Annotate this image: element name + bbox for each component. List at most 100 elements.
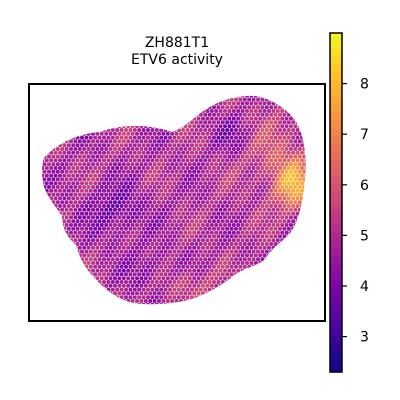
tissue-spot bbox=[82, 162, 87, 167]
tissue-spot bbox=[240, 230, 245, 235]
colorbar-tick-label: 3 bbox=[360, 330, 369, 346]
tissue-spot bbox=[209, 261, 214, 265]
tissue-spot bbox=[242, 242, 247, 246]
tissue-spot bbox=[51, 283, 56, 288]
tissue-spot bbox=[264, 302, 269, 305]
tissue-spot bbox=[91, 185, 95, 189]
tissue-spot bbox=[148, 299, 153, 303]
tissue-spot bbox=[192, 283, 197, 288]
tissue-spot bbox=[212, 128, 216, 132]
tissue-spot bbox=[150, 204, 155, 208]
tissue-spot bbox=[267, 283, 271, 288]
tissue-spot bbox=[113, 124, 117, 129]
tissue-spot bbox=[307, 185, 311, 189]
tissue-spot bbox=[275, 283, 280, 288]
tissue-spot bbox=[201, 230, 205, 235]
tissue-spot bbox=[256, 135, 260, 140]
tissue-spot bbox=[95, 147, 100, 151]
tissue-spot bbox=[97, 272, 102, 277]
tissue-spot bbox=[256, 188, 260, 193]
tissue-spot bbox=[174, 276, 179, 281]
tissue-spot bbox=[220, 181, 225, 186]
tissue-spot bbox=[58, 196, 62, 201]
tissue-spot bbox=[192, 95, 197, 98]
tissue-spot bbox=[262, 162, 267, 167]
tissue-spot bbox=[187, 230, 192, 235]
tissue-spot bbox=[95, 116, 100, 121]
tissue-spot bbox=[242, 128, 247, 132]
tissue-spot bbox=[247, 112, 252, 117]
tissue-spot bbox=[267, 299, 271, 303]
tissue-spot bbox=[66, 173, 71, 178]
tissue-spot bbox=[42, 109, 47, 113]
tissue-spot bbox=[128, 280, 133, 284]
colorbar-tick-label: 8 bbox=[360, 77, 369, 93]
tissue-spot bbox=[115, 166, 120, 170]
tissue-spot bbox=[260, 257, 265, 262]
tissue-spot bbox=[207, 188, 212, 193]
tissue-spot bbox=[47, 200, 51, 205]
tissue-spot bbox=[183, 215, 188, 220]
tissue-spot bbox=[282, 226, 287, 231]
tissue-spot bbox=[258, 299, 263, 303]
tissue-spot bbox=[183, 207, 188, 212]
tissue-spot bbox=[300, 150, 304, 155]
tissue-spot bbox=[69, 177, 73, 182]
tissue-spot bbox=[41, 112, 45, 117]
tissue-spot bbox=[271, 139, 276, 144]
tissue-spot bbox=[139, 207, 144, 212]
tissue-spot bbox=[307, 261, 311, 265]
tissue-spot bbox=[264, 120, 269, 125]
tissue-spot bbox=[220, 196, 225, 201]
tissue-spot bbox=[71, 97, 76, 102]
tissue-spot bbox=[165, 162, 170, 167]
tissue-spot bbox=[165, 253, 170, 258]
tissue-spot bbox=[198, 173, 203, 178]
tissue-spot bbox=[146, 105, 150, 110]
tissue-spot bbox=[42, 131, 47, 136]
tissue-spot bbox=[80, 211, 84, 216]
tissue-spot bbox=[271, 307, 275, 311]
tissue-spot bbox=[55, 200, 60, 205]
tissue-spot bbox=[64, 169, 69, 174]
tissue-spot bbox=[102, 249, 106, 254]
tissue-spot bbox=[212, 166, 216, 170]
tissue-spot bbox=[209, 276, 214, 281]
tissue-spot bbox=[168, 257, 172, 262]
tissue-spot bbox=[135, 276, 139, 281]
tissue-spot bbox=[55, 124, 60, 129]
tissue-spot bbox=[104, 95, 109, 98]
tissue-spot bbox=[97, 120, 102, 125]
tissue-spot bbox=[236, 185, 241, 189]
tissue-spot bbox=[86, 177, 91, 182]
tissue-spot bbox=[110, 264, 115, 269]
tissue-spot bbox=[110, 196, 115, 201]
tissue-spot bbox=[139, 169, 144, 174]
tissue-spot bbox=[42, 261, 47, 265]
tissue-spot bbox=[253, 230, 258, 235]
tissue-spot bbox=[242, 280, 247, 284]
tissue-spot bbox=[174, 245, 179, 250]
tissue-spot bbox=[282, 219, 287, 224]
tissue-spot bbox=[44, 128, 49, 132]
tissue-spot bbox=[245, 131, 249, 136]
tissue-spot bbox=[260, 219, 265, 224]
tissue-spot bbox=[192, 177, 197, 182]
tissue-spot bbox=[179, 245, 183, 250]
tissue-spot bbox=[168, 143, 172, 148]
tissue-spot bbox=[73, 299, 78, 303]
tissue-spot bbox=[203, 249, 208, 254]
tissue-spot bbox=[113, 95, 117, 98]
tissue-spot bbox=[80, 287, 84, 292]
tissue-spot bbox=[170, 307, 174, 311]
tissue-spot bbox=[161, 245, 166, 250]
tissue-spot bbox=[258, 101, 263, 106]
tissue-spot bbox=[176, 158, 181, 163]
tissue-spot bbox=[238, 249, 243, 254]
tissue-spot bbox=[216, 302, 221, 305]
tissue-spot bbox=[130, 139, 135, 144]
tissue-spot bbox=[121, 207, 126, 212]
tissue-spot bbox=[161, 261, 166, 265]
tissue-spot bbox=[271, 299, 276, 303]
